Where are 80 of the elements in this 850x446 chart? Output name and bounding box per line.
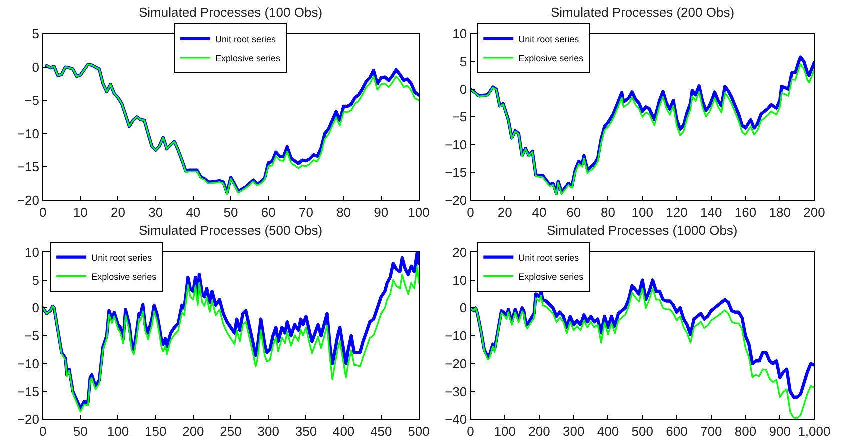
y-tick-label: −5 bbox=[24, 328, 40, 344]
chart-title: Simulated Processes (200 Obs) bbox=[551, 5, 735, 20]
chart-title: Simulated Processes (500 Obs) bbox=[139, 223, 323, 238]
y-tick-label: 0 bbox=[460, 82, 468, 98]
y-tick-label: −10 bbox=[17, 126, 40, 142]
y-tick-label: 5 bbox=[32, 26, 40, 42]
y-tick-label: 10 bbox=[452, 26, 468, 42]
y-tick-label: −5 bbox=[452, 110, 468, 125]
x-tick-label: 40 bbox=[532, 204, 547, 220]
legend-label: Unit root series bbox=[216, 34, 277, 44]
x-tick-label: 1,000 bbox=[798, 424, 831, 440]
x-tick-label: 90 bbox=[374, 204, 389, 220]
y-tick-label: 20 bbox=[452, 245, 468, 260]
y-tick-label: −15 bbox=[445, 165, 468, 180]
y-tick-label: 5 bbox=[460, 54, 468, 70]
x-tick-label: 60 bbox=[261, 204, 276, 220]
y-tick-label: 10 bbox=[24, 245, 40, 260]
y-tick-label: 0 bbox=[32, 60, 40, 75]
x-tick-label: 120 bbox=[666, 204, 688, 220]
y-tick-label: −20 bbox=[445, 356, 468, 372]
x-tick-label: 500 bbox=[408, 424, 430, 440]
x-tick-label: 20 bbox=[498, 204, 512, 220]
x-tick-label: 400 bbox=[332, 424, 355, 440]
y-tick-label: −30 bbox=[445, 384, 468, 400]
x-tick-label: 100 bbox=[408, 204, 430, 220]
x-tick-label: 140 bbox=[700, 204, 722, 220]
x-tick-label: 200 bbox=[528, 424, 550, 440]
y-tick-label: −10 bbox=[445, 137, 468, 152]
y-tick-label: −10 bbox=[445, 328, 468, 344]
x-tick-label: 600 bbox=[666, 424, 688, 440]
y-tick-label: 10 bbox=[452, 272, 468, 288]
x-tick-label: 60 bbox=[566, 204, 582, 220]
x-tick-label: 100 bbox=[632, 204, 654, 220]
legend-label: Unit root series bbox=[518, 34, 580, 44]
x-tick-label: 300 bbox=[258, 424, 280, 440]
x-tick-label: 150 bbox=[144, 424, 167, 440]
x-tick-label: 350 bbox=[295, 424, 318, 440]
x-tick-label: 20 bbox=[111, 204, 126, 220]
y-tick-label: −15 bbox=[17, 384, 40, 400]
y-tick-label: 0 bbox=[460, 300, 468, 316]
legend-label: Explosive series bbox=[518, 53, 584, 64]
legend-label: Unit root series bbox=[518, 252, 580, 263]
y-tick-label: 0 bbox=[32, 300, 40, 316]
x-tick-label: 300 bbox=[563, 424, 585, 440]
legend-label: Explosive series bbox=[92, 272, 158, 282]
x-tick-label: 40 bbox=[186, 204, 201, 220]
x-tick-label: 80 bbox=[601, 204, 616, 220]
y-tick-label: −20 bbox=[17, 192, 40, 208]
x-tick-label: 50 bbox=[224, 204, 238, 220]
line-series bbox=[470, 288, 814, 420]
x-tick-label: 800 bbox=[734, 424, 757, 440]
x-tick-label: 10 bbox=[73, 204, 88, 220]
x-tick-label: 30 bbox=[148, 204, 164, 220]
x-tick-label: 160 bbox=[734, 204, 757, 220]
x-tick-label: 250 bbox=[220, 424, 242, 440]
chart-title: Simulated Processes (1000 Obs) bbox=[547, 223, 738, 238]
x-tick-label: 200 bbox=[182, 424, 204, 440]
x-tick-label: 500 bbox=[632, 424, 654, 440]
x-tick-label: 400 bbox=[597, 424, 620, 440]
x-tick-label: 100 bbox=[107, 424, 130, 440]
y-tick-label: −40 bbox=[445, 412, 468, 428]
x-tick-label: 100 bbox=[494, 424, 516, 440]
x-tick-label: 80 bbox=[336, 204, 352, 220]
y-tick-label: −5 bbox=[24, 93, 40, 108]
x-tick-label: 900 bbox=[769, 424, 791, 440]
legend-label: Explosive series bbox=[216, 53, 282, 64]
legend-label: Unit root series bbox=[92, 252, 153, 263]
y-tick-label: 5 bbox=[32, 272, 40, 288]
y-tick-label: −20 bbox=[445, 192, 468, 208]
y-tick-label: −15 bbox=[17, 160, 40, 175]
x-tick-label: 450 bbox=[370, 424, 392, 440]
y-tick-label: −20 bbox=[17, 412, 40, 428]
legend-label: Explosive series bbox=[518, 272, 584, 282]
x-tick-label: 200 bbox=[804, 204, 826, 220]
x-tick-label: 50 bbox=[73, 424, 88, 440]
x-tick-label: 700 bbox=[700, 424, 722, 440]
x-tick-label: 70 bbox=[298, 204, 314, 220]
chart-title: Simulated Processes (100 Obs) bbox=[139, 5, 323, 20]
x-tick-label: 180 bbox=[769, 204, 791, 220]
y-tick-label: −10 bbox=[17, 356, 40, 372]
